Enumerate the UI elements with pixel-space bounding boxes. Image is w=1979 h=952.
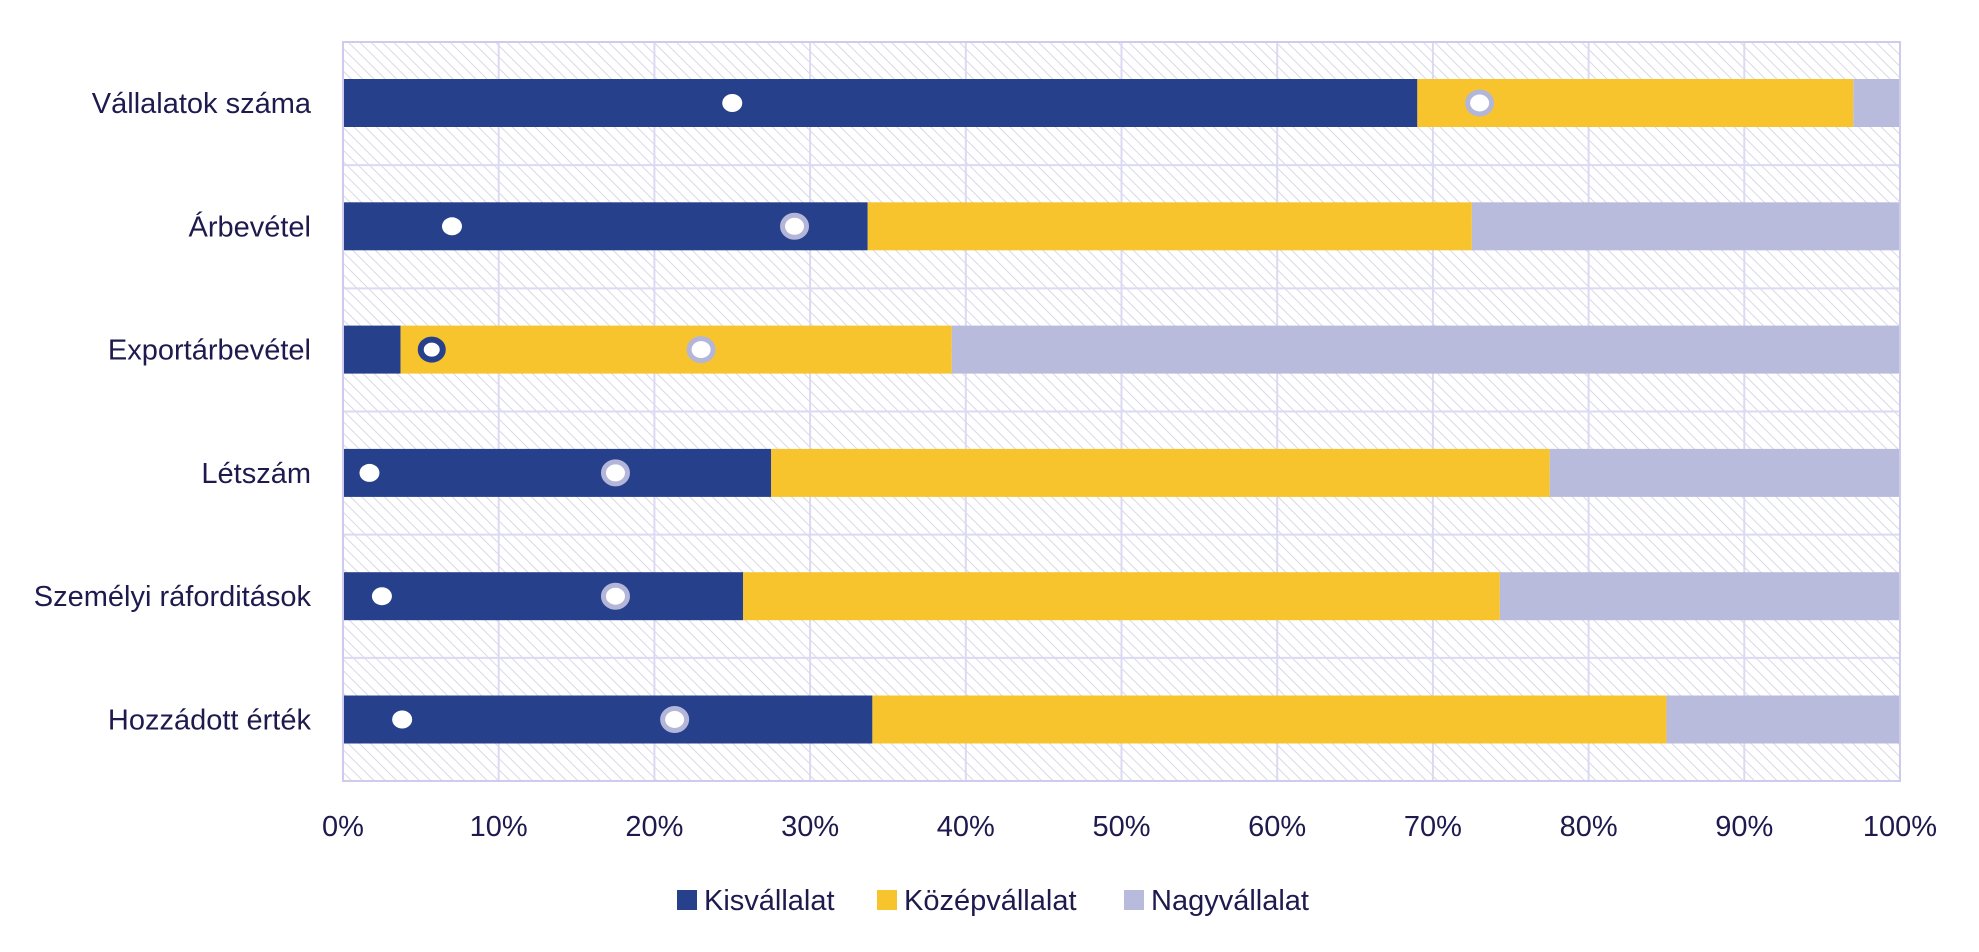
category-label: Létszám <box>201 458 311 490</box>
marker-point <box>722 94 743 112</box>
bar-segment <box>771 448 1550 497</box>
x-tick-label: 30% <box>781 811 839 843</box>
bar-segment <box>1666 695 1900 744</box>
bar-segment <box>343 79 1418 127</box>
marker-point <box>1465 89 1495 117</box>
x-tick-label: 40% <box>937 811 995 843</box>
bar-segment <box>343 325 401 374</box>
legend-swatch <box>1124 890 1144 910</box>
marker-point <box>686 336 716 364</box>
category-labels: Vállalatok száma Árbevétel Exportárbevétel… <box>34 88 312 737</box>
x-tick-label: 60% <box>1248 811 1306 843</box>
category-label: Exportárbevétel <box>108 335 311 367</box>
marker-point <box>371 587 392 606</box>
marker-point <box>780 212 810 240</box>
bar-segment <box>872 695 1667 744</box>
bar-segment <box>343 695 873 744</box>
x-tick-label: 0% <box>322 811 364 843</box>
markers <box>359 89 1495 733</box>
bar-segment <box>867 202 1472 251</box>
bar-segment <box>400 325 952 374</box>
category-label: Vállalatok száma <box>92 88 312 120</box>
bar-segment <box>1549 448 1900 497</box>
bar-segment <box>1853 79 1900 127</box>
marker-point <box>600 459 630 487</box>
x-tick-label: 20% <box>625 811 683 843</box>
marker-point <box>600 582 630 610</box>
legend: Kisvállalat Középvállalat Nagyvállalat <box>677 885 1309 917</box>
legend-swatch <box>877 890 897 910</box>
legend-swatch <box>677 890 697 910</box>
legend-label: Középvállalat <box>904 885 1077 917</box>
legend-label: Nagyvállalat <box>1151 885 1309 917</box>
bar-segment <box>343 448 772 497</box>
bars <box>343 79 1900 744</box>
bar-segment <box>951 325 1900 374</box>
bar-segment <box>743 572 1500 621</box>
category-label: Árbevétel <box>188 210 311 243</box>
x-tick-label: 10% <box>470 811 528 843</box>
x-axis-tick-labels: 0% 10% 20% 30% 40% 50% 60% 70% 80% 90% 100% <box>322 811 1937 843</box>
x-tick-label: 90% <box>1715 811 1773 843</box>
marker-point <box>392 710 413 729</box>
x-tick-label: 70% <box>1404 811 1462 843</box>
x-tick-label: 100% <box>1863 811 1937 843</box>
x-tick-label: 50% <box>1092 811 1150 843</box>
marker-point <box>660 706 690 733</box>
plot-border <box>342 41 1901 782</box>
legend-label: Kisvállalat <box>704 885 835 917</box>
bar-segment <box>1471 202 1900 251</box>
marker-point <box>441 217 462 236</box>
category-label: Személyi ráforditások <box>34 581 312 613</box>
marker-point <box>417 336 446 363</box>
marker-point <box>359 463 380 482</box>
x-tick-label: 80% <box>1560 811 1618 843</box>
category-label: Hozzádott érték <box>108 705 312 737</box>
bar-segment <box>343 572 744 621</box>
bar-segment <box>1499 572 1900 621</box>
